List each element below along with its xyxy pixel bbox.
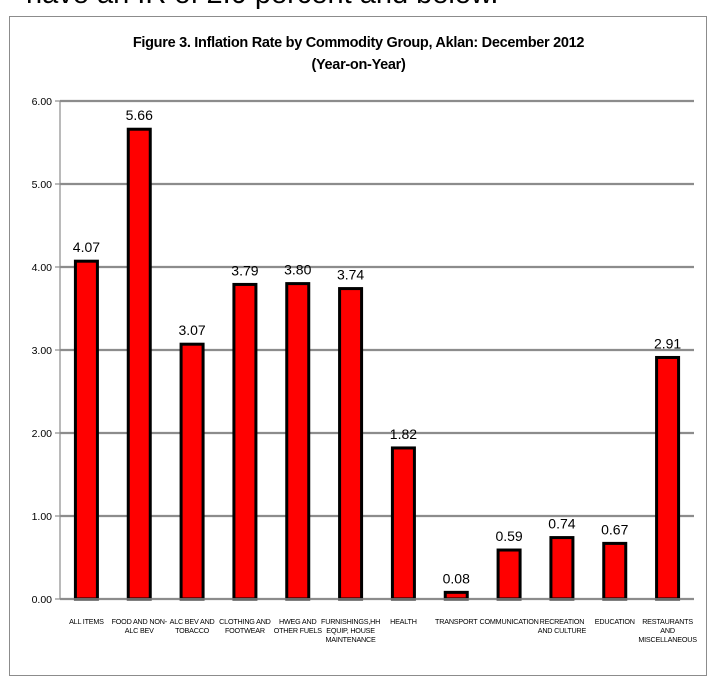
x-category-label: HWEG AND [279,617,317,626]
bar [655,355,681,601]
bar [126,127,152,601]
data-label: 3.80 [284,262,311,278]
data-label: 0.59 [495,528,522,544]
bar [496,548,522,601]
data-label: 0.74 [548,516,575,532]
x-category-label: FURNISHINGS,HH [321,617,380,626]
x-category-label: HEALTH [390,617,417,626]
chart-subtitle: (Year-on-Year) [311,57,406,73]
bar [602,541,628,601]
data-label: 2.91 [654,335,681,351]
bar [73,259,99,601]
bar [390,446,416,601]
bar [179,342,205,601]
x-category-label: TRANSPORT [435,617,478,626]
x-category-label: MAINTENANCE [326,635,377,644]
x-category-label: FOOD AND NON- [112,617,168,626]
bar [285,282,311,601]
data-label: 3.74 [337,267,364,283]
y-tick-label: 3.00 [32,345,53,357]
x-category-label: OTHER FUELS [274,626,323,635]
bar [232,282,258,601]
x-category-label: ALC BEV [125,626,154,635]
data-label: 0.08 [443,570,470,586]
x-category-label: RESTAURANTS [642,617,693,626]
data-label: 0.67 [601,521,628,537]
data-label: 5.66 [126,107,153,123]
data-label: 1.82 [390,426,417,442]
page-body-text: have an IR of 2.0 percent and below. [26,0,498,11]
data-label: 3.07 [178,322,205,338]
x-category-label: AND [660,626,675,635]
x-category-label: AND CULTURE [538,626,587,635]
bar [338,287,364,601]
y-tick-label: 4.00 [32,262,53,274]
bar [549,536,575,601]
y-tick-label: 6.00 [32,96,53,108]
data-label: 3.79 [231,262,258,278]
x-category-label: COMMUNICATION [480,617,539,626]
data-label: 4.07 [73,239,100,255]
chart-title: Figure 3. Inflation Rate by Commodity Gr… [132,35,585,51]
y-tick-label: 1.00 [32,511,53,523]
x-category-label: TOBACCO [175,626,210,635]
x-category-label: FOOTWEAR [225,626,265,635]
x-category-label: EDUCATION [595,617,635,626]
x-category-label: CLOTHING AND [219,617,271,626]
y-tick-label: 0.00 [32,594,53,606]
x-category-label: EQUIP, HOUSE [326,626,375,635]
y-tick-label: 5.00 [32,179,53,191]
x-category-label: RECREATION [540,617,585,626]
x-category-label: ALC BEV AND [170,617,215,626]
x-category-label: MISCELLANEOUS [638,635,697,644]
y-tick-label: 2.00 [32,428,53,440]
x-category-label: ALL ITEMS [69,617,104,626]
bar [443,590,469,601]
